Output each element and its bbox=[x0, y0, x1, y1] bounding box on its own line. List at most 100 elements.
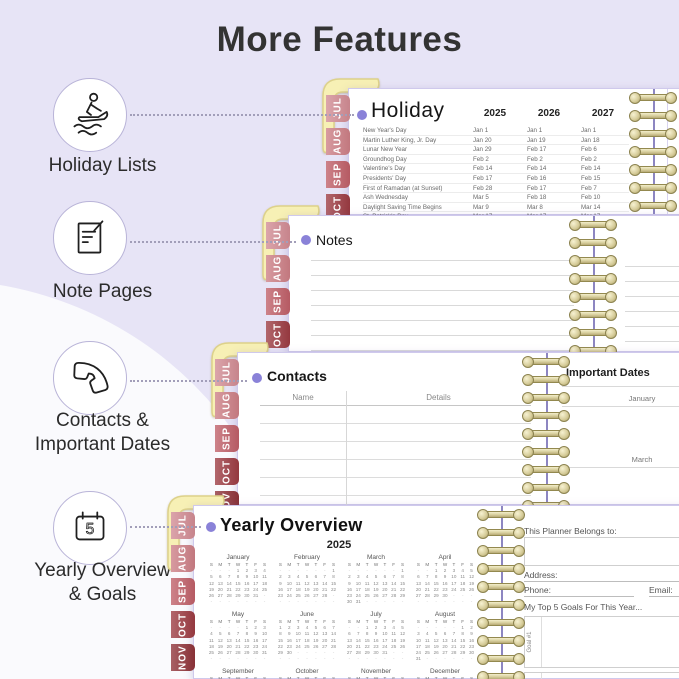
ruled-line bbox=[311, 291, 574, 306]
column-name: Name bbox=[292, 393, 314, 402]
mini-calendar-grid: S M T W T F S - -1 2 3 4 5 6 7 8 9 10 11 12 13 14 15 16 17 18 19 20… bbox=[415, 562, 475, 605]
dotted-connector-notes bbox=[130, 241, 296, 243]
mini-calendar-grid: SMTWTFS------123456789101112131415161718… bbox=[347, 676, 405, 679]
holiday-row: Valentine's Day Feb 14 Feb 14 Feb 14 bbox=[363, 164, 629, 174]
feature-circle-contacts bbox=[53, 341, 127, 415]
holiday-date: Feb 2 bbox=[473, 155, 489, 163]
month-tab-aug: AUG bbox=[266, 255, 290, 282]
mini-calendar-january: January S M T W T F S - - -1 2 3 4 5 6 7 8 9 10 11 12 13 14 15 16… bbox=[207, 554, 269, 605]
dotted-connector-yearly bbox=[130, 526, 201, 528]
holiday-date: Jan 1 bbox=[527, 127, 543, 134]
notes-title: Notes bbox=[316, 232, 353, 248]
spiral-coil bbox=[522, 374, 570, 386]
month-tab-jul: JUL bbox=[266, 222, 290, 249]
mini-calendar-july: July S M T W T F S - -1 2 3 4 5 6 7 8 9 10 11 12 13 14 15 16 17 18… bbox=[345, 611, 407, 662]
holiday-row: Daylight Saving Time Begins Mar 9 Mar 8 Mar… bbox=[363, 203, 629, 213]
spiral-coil bbox=[522, 428, 570, 440]
feature-label-contacts-1: Contacts & bbox=[56, 410, 149, 431]
month-label: March bbox=[631, 454, 653, 464]
mini-calendar-november: NovemberSMTWTFS------1234567891011121314… bbox=[345, 668, 407, 679]
mini-calendar-month-name: June bbox=[299, 611, 315, 618]
spiral-coil bbox=[629, 128, 677, 140]
month-tab-sep: SEP bbox=[215, 425, 239, 452]
calendar-5-icon: 5 bbox=[75, 511, 105, 541]
phone-field: Phone: bbox=[524, 585, 634, 597]
month-tab-sep: SEP bbox=[171, 578, 195, 605]
spiral-coil bbox=[477, 599, 525, 611]
holiday-date: Mar 14 bbox=[581, 203, 601, 211]
ruled-line bbox=[311, 246, 574, 261]
title-bullet bbox=[357, 110, 367, 120]
spiral-coil bbox=[477, 671, 525, 679]
mini-calendar-june: June S M T W T F S 1 2 3 4 5 6 7 8 9 10 11 12 13 14 15 16 17 18 19… bbox=[276, 611, 338, 662]
yearly-overview-page: Yearly Overview 2025 January S M T W T F S - - -1 2… bbox=[193, 505, 679, 679]
holiday-name: New Year's Day bbox=[363, 127, 407, 134]
email-field: Email: bbox=[649, 585, 679, 597]
mini-calendar-month-name: July bbox=[370, 611, 382, 618]
contacts-empty-row bbox=[260, 460, 531, 478]
holiday-name: Groundhog Day bbox=[363, 155, 407, 163]
title-bullet bbox=[301, 235, 311, 245]
ruled-line bbox=[625, 327, 679, 342]
holiday-date: Jan 19 bbox=[527, 136, 546, 144]
mini-calendar-august: August S M T W T F S - - - - -1 2 3 4 5 6 7 8 9 10 11 12 13 14 15 1… bbox=[414, 611, 476, 662]
holiday-date: Feb 28 bbox=[473, 184, 493, 192]
mini-calendar-month-name: December bbox=[430, 668, 460, 675]
jet-ski-icon bbox=[73, 92, 109, 136]
mini-calendar-month-name: August bbox=[434, 611, 456, 618]
feature-circle-yearly: 5 bbox=[53, 491, 127, 565]
mini-calendar-grid: S M T W T F S 1 2 3 4 5 6 7 8 9 10 11 12 13 14 15 16 17 18 19 20 21… bbox=[277, 619, 337, 662]
feature-label-yearly-2: & Goals bbox=[68, 584, 137, 605]
goals-title: My Top 5 Goals For This Year... bbox=[524, 602, 643, 612]
page-title: More Features bbox=[216, 20, 463, 59]
spiral-coil bbox=[477, 581, 525, 593]
feature-label-notes: Note Pages bbox=[52, 281, 153, 302]
mini-calendar-month-name: November bbox=[361, 668, 391, 675]
spiral-coil bbox=[569, 327, 617, 339]
holiday-date: Feb 2 bbox=[581, 155, 597, 163]
holiday-date: Feb 17 bbox=[527, 184, 547, 192]
contacts-column-divider bbox=[346, 391, 347, 541]
holiday-date: Mar 9 bbox=[473, 203, 489, 211]
spiral-binding bbox=[569, 219, 617, 357]
spiral-coil bbox=[629, 164, 677, 176]
title-bullet bbox=[252, 373, 262, 383]
holiday-row: Groundhog Day Feb 2 Feb 2 Feb 2 bbox=[363, 155, 629, 165]
year-header-2026: 2026 bbox=[537, 108, 561, 119]
holiday-name: Martin Luther King, Jr. Day bbox=[363, 136, 437, 144]
ruled-line bbox=[625, 312, 679, 327]
spiral-binding bbox=[522, 356, 570, 512]
holiday-date: Mar 8 bbox=[527, 203, 543, 211]
mini-calendar-month-name: January bbox=[226, 554, 250, 561]
dotted-connector-contacts bbox=[130, 380, 247, 382]
belongs-box bbox=[524, 537, 679, 566]
spiral-coil bbox=[477, 563, 525, 575]
mini-calendar-grid: SMTWTFS---123456789101112131415161718192… bbox=[278, 676, 336, 679]
page-spine bbox=[593, 216, 595, 351]
month-tab-aug: AUG bbox=[171, 545, 195, 572]
holiday-date: Feb 18 bbox=[527, 194, 547, 202]
goal-label: Goal #1 bbox=[527, 631, 533, 653]
mini-calendar-april: April S M T W T F S - -1 2 3 4 5 6 7 8 9 10 11 12 13 14 15 16 17 1… bbox=[414, 554, 476, 605]
holiday-name: Valentine's Day bbox=[363, 165, 406, 173]
ruled-line bbox=[311, 336, 574, 351]
holiday-row: First of Ramadan (at Sunset) Feb 28 Feb 17… bbox=[363, 184, 629, 194]
mini-calendar-grid: SMTWTFS-12345678910111213141516171819202… bbox=[416, 676, 474, 679]
holiday-page: Holiday 2025 2026 2027 New Year's Day Jan… bbox=[348, 88, 679, 232]
page-spine bbox=[501, 506, 503, 678]
month-tab-sep: SEP bbox=[326, 161, 350, 188]
mini-calendar-month-name: May bbox=[231, 611, 245, 618]
mini-calendar-month-name: September bbox=[222, 668, 254, 675]
contacts-page: Contacts Name Details Important Dates Ja… bbox=[237, 352, 679, 550]
ruled-line bbox=[311, 276, 574, 291]
notes-page: Notes bbox=[288, 215, 679, 372]
month-tab-oct: OCT bbox=[171, 611, 195, 638]
important-dates-month-march: March bbox=[562, 452, 679, 468]
spiral-coil bbox=[522, 356, 570, 368]
holiday-row: Ash Wednesday Mar 5 Feb 18 Feb 10 bbox=[363, 193, 629, 203]
